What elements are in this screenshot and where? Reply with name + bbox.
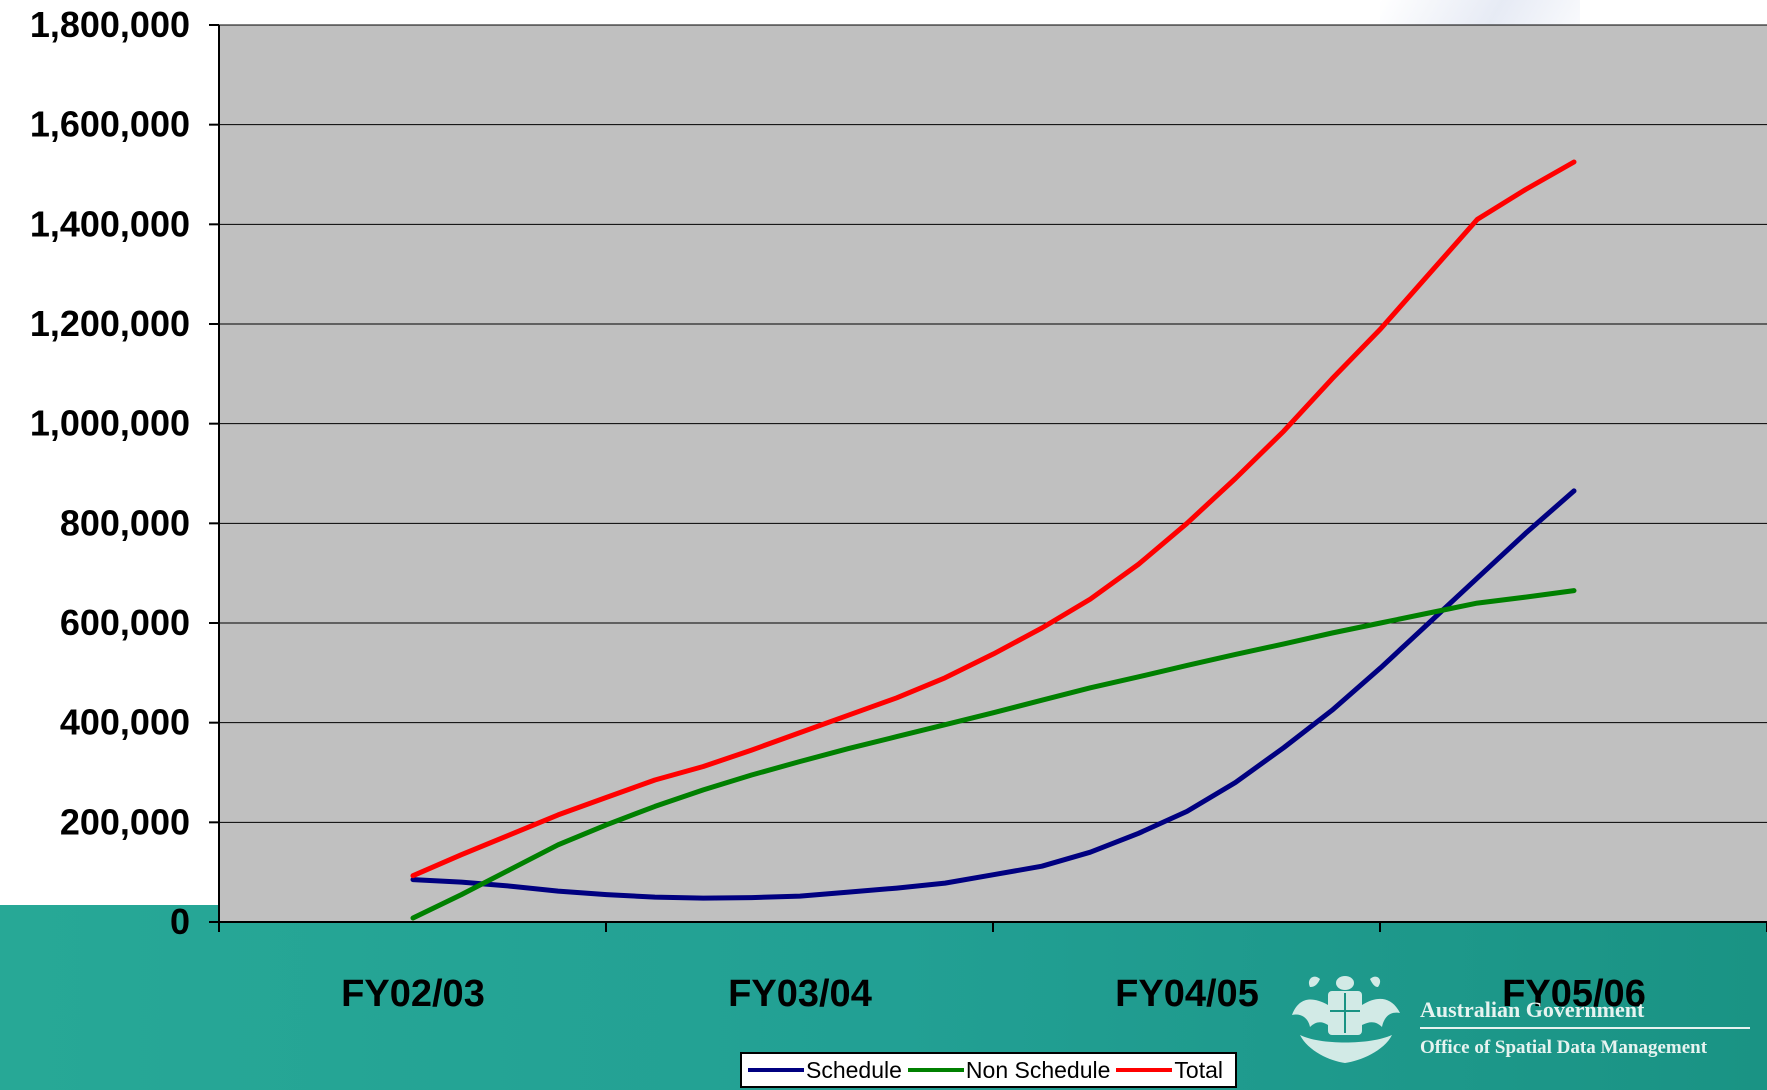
- y-tick-label: 1,000,000: [30, 403, 190, 444]
- x-tick-label: FY05/06: [1502, 973, 1646, 1015]
- y-tick-label: 1,200,000: [30, 303, 190, 344]
- x-tick-label: FY03/04: [728, 973, 872, 1015]
- y-tick-label: 0: [170, 901, 190, 942]
- series-line-schedule: [410, 488, 1577, 901]
- legend-swatch: [1116, 1068, 1173, 1072]
- series-line-total: [410, 159, 1577, 879]
- legend-item: Schedule: [748, 1057, 902, 1084]
- coat-of-arms-icon: [1292, 976, 1400, 1063]
- y-tick-label: 1,800,000: [30, 4, 190, 45]
- legend-label: Schedule: [806, 1056, 902, 1083]
- x-tick-label: FY02/03: [341, 973, 485, 1015]
- logo-office-text: Office of Spatial Data Management: [1420, 1037, 1708, 1058]
- logo-divider: [1420, 1027, 1750, 1029]
- plot-background: [219, 25, 1767, 922]
- gridlines: [219, 24, 1767, 923]
- x-tick-labels: FY02/03 FY03/04 FY04/05 FY05/06: [341, 973, 1646, 1015]
- australian-government-logo: Australian Government Office of Spatial …: [1280, 965, 1760, 1070]
- y-tick-label: 1,400,000: [30, 203, 190, 244]
- plot-area: [219, 25, 1767, 922]
- axes: [209, 24, 1767, 932]
- legend-item: Non Schedule: [907, 1056, 1111, 1084]
- legend-label: Non Schedule: [965, 1056, 1111, 1083]
- y-tick-label: 1,600,000: [30, 104, 190, 145]
- series-line-non-schedule: [410, 588, 1577, 921]
- y-tick-label: 400,000: [60, 702, 190, 743]
- y-tick-labels: 0 200,000 400,000 600,000 800,000 1,000,000 1,…: [30, 4, 190, 942]
- y-tick-label: 800,000: [60, 502, 190, 543]
- y-tick-label: 600,000: [60, 602, 190, 643]
- legend-item: Total: [1116, 1057, 1223, 1084]
- legend-label: Total: [1174, 1056, 1224, 1083]
- x-tick-label: FY04/05: [1115, 973, 1259, 1015]
- series-lines: [410, 159, 1577, 921]
- legend: Schedule Non Schedule Total: [740, 1052, 1238, 1088]
- legend-swatch: [907, 1068, 964, 1072]
- y-tick-label: 200,000: [60, 801, 190, 842]
- logo-government-text: Australian Government: [1420, 997, 1645, 1022]
- legend-swatch: [748, 1068, 804, 1072]
